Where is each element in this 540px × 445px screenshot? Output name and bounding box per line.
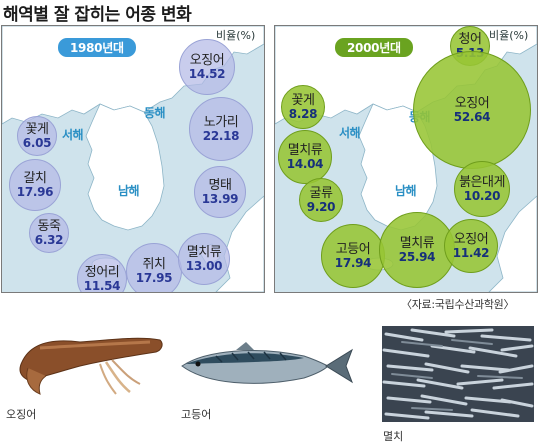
map-panel-2000: 2000년대 비율(%) 서해 동해 남해 청어 5.13 오징어 52.64 … [274, 25, 538, 293]
fish-share: 14.04 [286, 156, 324, 171]
sea-label-south: 남해 [118, 184, 140, 198]
fish-bubble-pollock: 명태 13.99 [194, 166, 246, 218]
page-title: 해역별 잘 잡히는 어종 변화 [3, 5, 192, 25]
fish-name: 노가리 [203, 114, 239, 130]
fish-share: 11.54 [83, 278, 121, 293]
fish-name: 붉은대게 [459, 174, 505, 190]
fish-name: 멸치류 [186, 244, 222, 260]
fish-share: 17.95 [135, 270, 173, 285]
fish-name: 명태 [208, 177, 232, 193]
fish-bubble-squid-south: 오징어 11.42 [444, 219, 498, 273]
fish-bubble-anchovy-south: 멸치류 25.94 [379, 212, 455, 288]
fish-name: 꽃게 [291, 92, 315, 108]
fish-name: 멸치류 [287, 142, 323, 158]
fish-bubble-mackerel: 고등어 17.94 [321, 224, 385, 288]
fish-bubble-anchovy-west: 멸치류 14.04 [278, 130, 332, 184]
fish-share: 13.99 [201, 191, 239, 206]
fish-bubble-oyster: 굴류 9.20 [299, 178, 343, 222]
fish-name: 갈치 [23, 170, 47, 186]
sea-label-west: 서해 [339, 126, 361, 140]
fish-name: 굴류 [309, 185, 333, 201]
fish-share: 9.20 [306, 199, 336, 214]
fish-bubble-nogari: 노가리 22.18 [189, 97, 253, 161]
fish-bubble-filefish: 쥐치 17.95 [126, 243, 182, 292]
fish-name: 오징어 [453, 231, 489, 247]
photo-label-anchovy: 멸치 [383, 430, 404, 443]
fish-bubble-anchovy: 멸치류 13.00 [178, 233, 230, 285]
fish-share: 22.18 [202, 128, 240, 143]
sea-label-west: 서해 [62, 128, 84, 142]
fish-share: 14.52 [188, 66, 226, 81]
fish-bubble-squid-large: 오징어 52.64 [413, 51, 531, 169]
fish-bubble-sardine: 정어리 11.54 [77, 254, 127, 293]
fish-name: 멸치류 [399, 235, 435, 251]
source-credit: 〈자료:국립수산과학원〉 [401, 298, 515, 311]
fish-name: 정어리 [84, 264, 120, 280]
photo-label-squid: 오징어 [6, 408, 37, 421]
sea-label-south: 남해 [395, 184, 417, 198]
fish-name: 동죽 [37, 218, 61, 234]
fish-share: 25.94 [398, 249, 436, 264]
fish-share: 6.32 [34, 232, 64, 247]
year-badge-2000: 2000년대 [335, 38, 413, 57]
fish-bubble-red-snow-crab: 붉은대게 10.20 [454, 161, 510, 217]
fish-share: 13.00 [185, 258, 223, 273]
fish-share: 6.05 [22, 135, 52, 150]
fish-bubble-crab: 꽃게 8.28 [281, 85, 325, 129]
fish-share: 52.64 [453, 109, 491, 124]
fish-share: 17.94 [334, 255, 372, 270]
map-panel-1980: 1980년대 비율(%) 서해 동해 남해 오징어 14.52 노가리 22.1… [1, 25, 265, 293]
unit-label: 비율(%) [216, 29, 256, 42]
fish-name: 청어 [458, 31, 482, 47]
fish-bubble-hairtail: 갈치 17.96 [9, 159, 61, 211]
fish-name: 오징어 [189, 52, 225, 68]
photo-label-mackerel: 고등어 [181, 408, 212, 421]
fish-name: 쥐치 [142, 256, 166, 272]
fish-name: 꽃게 [25, 121, 49, 137]
fish-bubble-squid: 오징어 14.52 [179, 39, 235, 95]
fish-bubble-clam: 동죽 6.32 [29, 213, 69, 253]
fish-name: 고등어 [335, 241, 371, 257]
fish-share: 8.28 [288, 106, 318, 121]
anchovy-photo [382, 326, 534, 422]
sea-label-east: 동해 [144, 106, 166, 120]
mackerel-photo [181, 342, 353, 384]
fish-share: 10.20 [463, 188, 501, 203]
squid-photo [19, 337, 163, 395]
fish-name: 오징어 [454, 95, 490, 111]
fish-share: 11.42 [452, 245, 490, 260]
unit-label: 비율(%) [489, 29, 529, 42]
year-badge-1980: 1980년대 [58, 38, 136, 57]
fish-share: 17.96 [16, 184, 54, 199]
fish-bubble-crab: 꽃게 6.05 [17, 116, 57, 156]
